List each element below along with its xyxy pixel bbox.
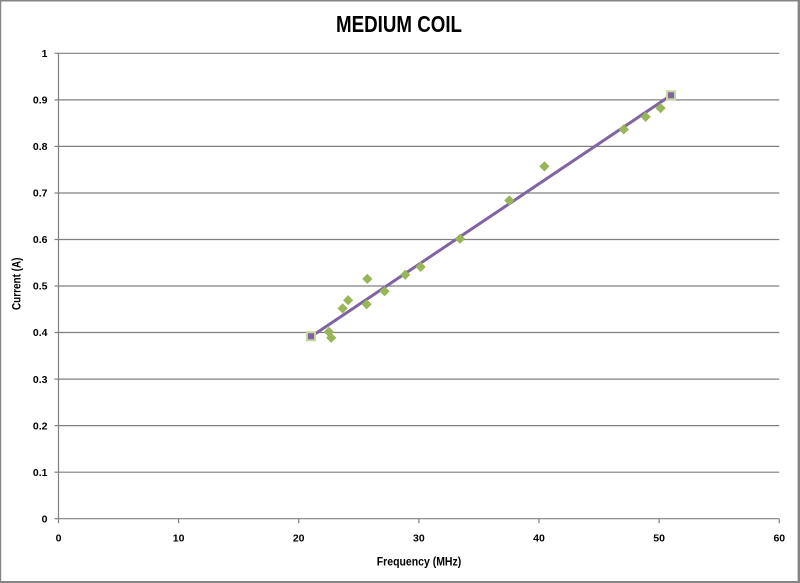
svg-text:0.3: 0.3 — [33, 374, 48, 386]
svg-text:50: 50 — [653, 532, 665, 544]
svg-text:0.5: 0.5 — [33, 281, 48, 293]
svg-text:30: 30 — [413, 532, 425, 544]
svg-text:1: 1 — [42, 48, 48, 60]
svg-text:0.7: 0.7 — [33, 188, 48, 200]
svg-text:40: 40 — [533, 532, 545, 544]
svg-text:10: 10 — [173, 532, 185, 544]
svg-text:0.8: 0.8 — [33, 141, 48, 153]
svg-text:Current (A): Current (A) — [9, 258, 23, 311]
svg-text:0: 0 — [56, 532, 62, 544]
svg-text:0.4: 0.4 — [33, 327, 48, 339]
svg-text:20: 20 — [293, 532, 305, 544]
svg-text:60: 60 — [773, 532, 785, 544]
svg-text:0.9: 0.9 — [33, 95, 48, 107]
svg-text:0.2: 0.2 — [33, 420, 48, 432]
svg-text:0.6: 0.6 — [33, 234, 48, 246]
svg-text:0: 0 — [42, 513, 48, 525]
svg-text:0.1: 0.1 — [33, 467, 48, 479]
svg-text:Frequency (MHz): Frequency (MHz) — [377, 555, 462, 569]
svg-text:MEDIUM COIL: MEDIUM COIL — [336, 11, 462, 37]
